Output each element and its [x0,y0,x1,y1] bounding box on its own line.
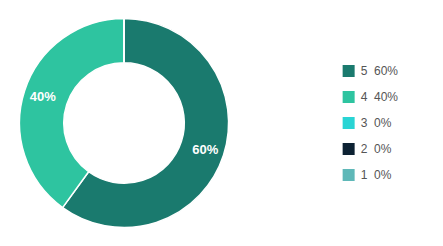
svg-text:40%: 40% [30,89,56,104]
svg-text:3 0%: 3 0% [361,116,392,130]
svg-text:4 40%: 4 40% [361,90,399,104]
svg-text:2 0%: 2 0% [361,142,392,156]
svg-text:1 0%: 1 0% [361,168,392,182]
svg-text:5 60%: 5 60% [361,64,399,78]
svg-text:60%: 60% [192,142,218,157]
